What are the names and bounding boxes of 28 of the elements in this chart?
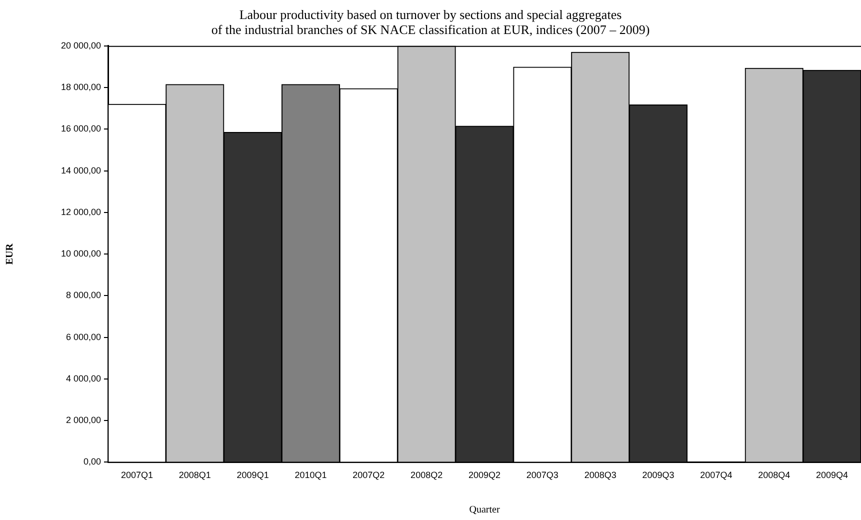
text: of the industrial branches of SK NACE classification at EUR, indices (2007 – 2009) bbox=[211, 22, 650, 37]
x-tick-label: 2008Q1 bbox=[178, 470, 211, 480]
x-tick-label: 2009Q3 bbox=[642, 470, 674, 480]
x-tick-label: 2009Q2 bbox=[468, 470, 501, 480]
x-tick-label: 2009Q4 bbox=[816, 470, 848, 480]
x-tick-label: 2007Q2 bbox=[352, 470, 385, 480]
y-tick-label: 0,00 bbox=[83, 456, 101, 467]
x-tick-label: 2008Q3 bbox=[584, 470, 616, 480]
y-axis-title: EUR bbox=[4, 242, 16, 265]
y-tick-label: 2 000,00 bbox=[66, 415, 101, 426]
x-tick-label: 2008Q2 bbox=[410, 470, 443, 480]
x-tick-label: 2008Q4 bbox=[758, 470, 790, 480]
x-tick-label: 2007Q1 bbox=[120, 470, 153, 480]
x-tick-label: 2010Q1 bbox=[294, 470, 327, 480]
x-tick-label: 2007Q3 bbox=[526, 470, 558, 480]
y-tick-label: 10 000,00 bbox=[60, 248, 101, 259]
y-tick-label: 16 000,00 bbox=[60, 124, 101, 134]
y-tick-label: 20 000,00 bbox=[60, 40, 101, 50]
y-tick-label: 8 000,00 bbox=[66, 290, 101, 300]
y-tick-label: 12 000,00 bbox=[60, 206, 101, 217]
y-tick-label: 14 000,00 bbox=[60, 165, 101, 176]
text: Labour productivity based on turnover by sections and special aggregates bbox=[239, 6, 622, 22]
y-tick-label: 6 000,00 bbox=[66, 332, 101, 342]
x-tick-label: 2009Q1 bbox=[236, 470, 269, 480]
y-tick-label: 18 000,00 bbox=[60, 82, 101, 92]
x-axis-title: Quarter bbox=[469, 504, 500, 516]
x-tick-label: 2007Q4 bbox=[700, 470, 732, 480]
y-tick-label: 4 000,00 bbox=[66, 373, 101, 384]
